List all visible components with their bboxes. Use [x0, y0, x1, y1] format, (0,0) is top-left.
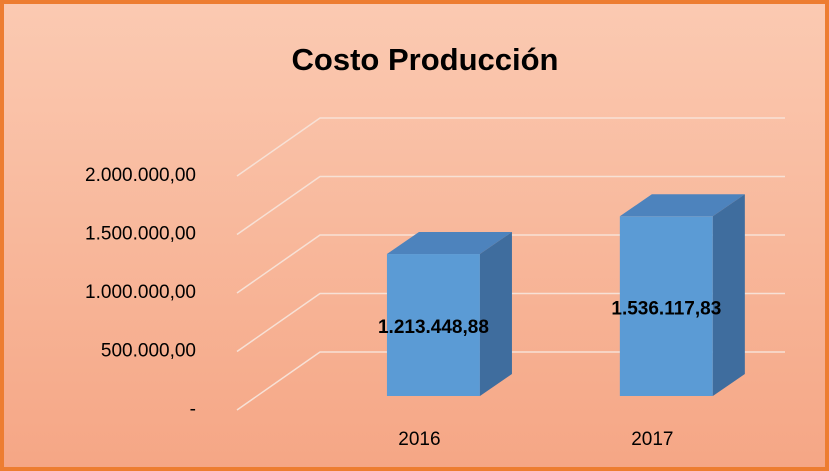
- y-tick-label: 1.000.000,00: [85, 282, 196, 303]
- grid-line: [236, 175, 785, 236]
- y-tick-label: 2.000.000,00: [85, 165, 196, 186]
- bar-top: [386, 232, 512, 255]
- y-tick-label: 1.500.000,00: [85, 224, 196, 245]
- data-label: 1.536.117,83: [611, 299, 721, 320]
- y-tick-label: -: [190, 399, 196, 420]
- plot: - 500.000,00 1.000.000,00 1.500.000,00 2.000…: [85, 117, 785, 450]
- grid-line: [236, 117, 785, 177]
- x-tick-label: 2017: [631, 429, 673, 450]
- chart-title: Costo Producción: [292, 42, 559, 77]
- bar-side: [479, 232, 512, 396]
- y-tick-label: 500.000,00: [101, 341, 196, 362]
- bar-top: [619, 194, 745, 217]
- data-label: 1.213.448,88: [378, 317, 489, 338]
- x-tick-label: 2016: [398, 429, 440, 450]
- bar-side: [712, 194, 745, 396]
- bar-front: [619, 216, 713, 396]
- bar-front: [386, 254, 480, 396]
